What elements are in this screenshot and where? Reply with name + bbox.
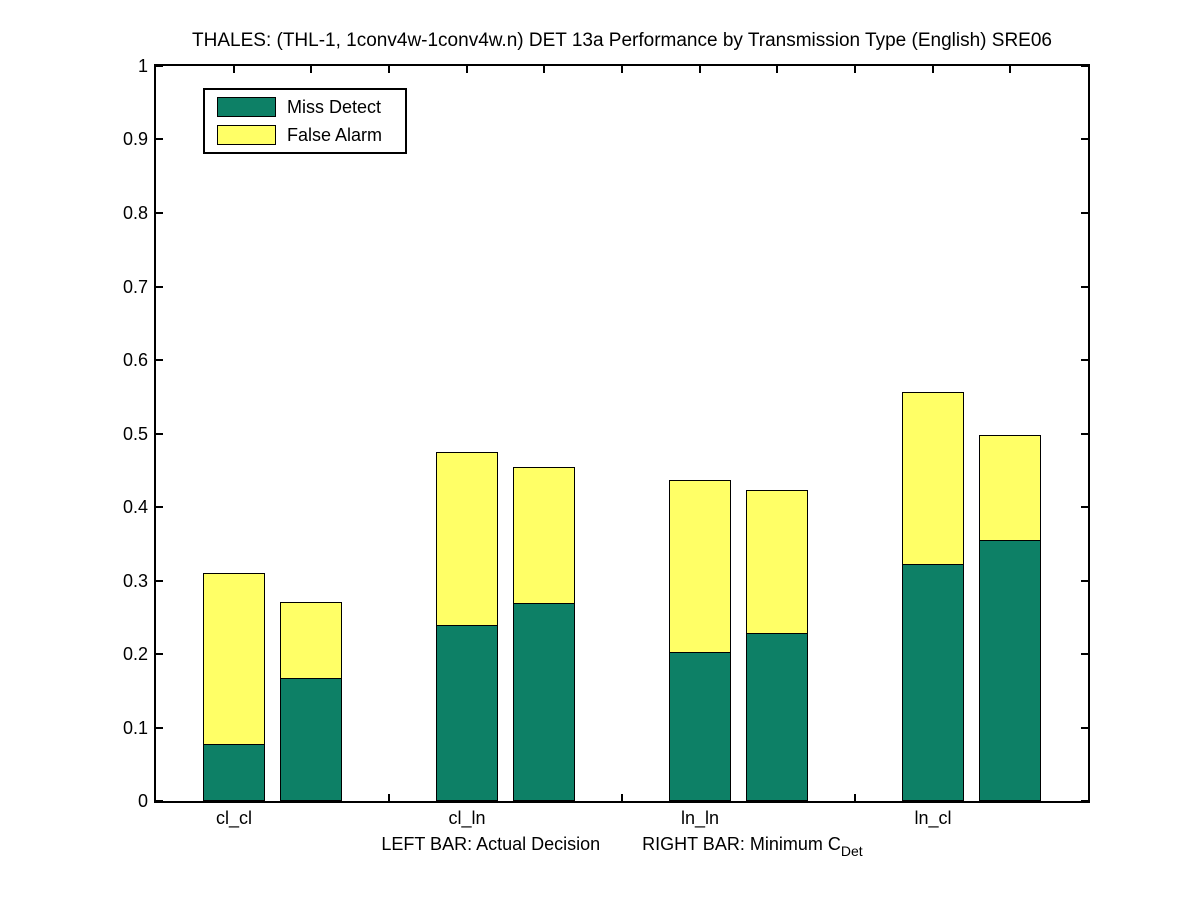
x-tick-mark-top — [543, 66, 545, 73]
y-tick-mark — [156, 800, 163, 802]
miss-detect-segment — [203, 744, 265, 801]
y-tick-mark-right — [1081, 138, 1088, 140]
false-alarm-segment — [979, 435, 1041, 540]
x-tick-mark-top — [233, 66, 235, 73]
y-tick-label: 0 — [137, 791, 148, 811]
legend-item: False Alarm — [217, 125, 405, 145]
x-category-label: cl_cl — [215, 808, 252, 828]
false-alarm-segment — [902, 392, 964, 564]
y-tick-mark — [156, 433, 163, 435]
x-tick-mark-top — [310, 66, 312, 73]
y-tick-mark-right — [1081, 727, 1088, 729]
y-tick-mark-right — [1081, 65, 1088, 67]
y-tick-mark-right — [1081, 212, 1088, 214]
x-tick-mark-top — [1009, 66, 1011, 73]
y-tick-label: 0.5 — [122, 424, 148, 444]
y-tick-label: 0.7 — [122, 277, 148, 297]
x-tick-mark-top — [699, 66, 701, 73]
legend: Miss Detect False Alarm — [203, 88, 407, 154]
x-category-label: ln_cl — [914, 808, 952, 828]
false-alarm-segment — [746, 490, 808, 633]
x-axis-label-subscript: Det — [840, 843, 863, 859]
bar-ln_ln-actual — [669, 480, 731, 801]
miss-detect-segment — [513, 603, 575, 801]
x-category-label: cl_ln — [448, 808, 486, 828]
bar-ln_cl-actual — [902, 392, 964, 801]
bar-cl_ln-actual — [436, 452, 498, 801]
miss-detect-segment — [979, 540, 1041, 801]
miss-detect-segment — [280, 678, 342, 801]
legend-item-label: Miss Detect — [287, 97, 382, 117]
x-tick-mark-bottom — [388, 794, 390, 801]
miss-detect-segment — [746, 633, 808, 801]
bar-cl_cl-minimum — [280, 602, 342, 801]
y-tick-mark-right — [1081, 653, 1088, 655]
x-axis-label-right: RIGHT BAR: Minimum C — [642, 834, 841, 854]
y-tick-mark-right — [1081, 359, 1088, 361]
y-tick-label: 0.6 — [122, 350, 148, 370]
x-category-label: ln_ln — [680, 808, 720, 828]
false-alarm-segment — [436, 452, 498, 625]
bar-cl_cl-actual — [203, 573, 265, 801]
legend-item: Miss Detect — [217, 97, 405, 117]
y-tick-mark-right — [1081, 286, 1088, 288]
miss-detect-segment — [669, 652, 731, 801]
y-tick-label: 1 — [137, 56, 148, 76]
y-tick-mark — [156, 359, 163, 361]
bar-ln_ln-minimum — [746, 490, 808, 801]
y-tick-label: 0.1 — [122, 718, 148, 738]
false-alarm-segment — [513, 467, 575, 603]
x-tick-mark-top — [388, 66, 390, 73]
x-tick-mark-bottom — [621, 794, 623, 801]
x-tick-mark-top — [621, 66, 623, 73]
y-tick-mark-right — [1081, 580, 1088, 582]
y-tick-label: 0.9 — [122, 129, 148, 149]
chart-title: THALES: (THL-1, 1conv4w-1conv4w.n) DET 1… — [192, 30, 1052, 51]
false-alarm-segment — [203, 573, 265, 744]
y-tick-label: 0.4 — [122, 497, 148, 517]
y-tick-mark — [156, 286, 163, 288]
x-tick-mark-top — [854, 66, 856, 73]
y-tick-mark — [156, 212, 163, 214]
false-alarm-segment — [669, 480, 731, 652]
y-tick-mark — [156, 506, 163, 508]
y-tick-label: 0.3 — [122, 571, 148, 591]
legend-swatch-miss-detect — [217, 97, 276, 117]
x-tick-mark-top — [776, 66, 778, 73]
y-tick-mark — [156, 727, 163, 729]
x-tick-mark-bottom — [854, 794, 856, 801]
plot-area — [154, 64, 1090, 803]
miss-detect-segment — [902, 564, 964, 801]
bar-ln_cl-minimum — [979, 435, 1041, 801]
y-tick-mark — [156, 65, 163, 67]
x-axis-label: LEFT BAR: Actual Decision RIGHT BAR: Mini… — [154, 834, 1090, 860]
y-tick-mark — [156, 138, 163, 140]
x-axis-label-left: LEFT BAR: Actual Decision — [381, 834, 601, 854]
y-tick-mark — [156, 653, 163, 655]
y-tick-label: 0.8 — [122, 203, 148, 223]
y-tick-mark-right — [1081, 800, 1088, 802]
legend-item-label: False Alarm — [287, 125, 383, 145]
x-tick-mark-top — [466, 66, 468, 73]
y-tick-mark — [156, 580, 163, 582]
bar-cl_ln-minimum — [513, 467, 575, 801]
legend-swatch-false-alarm — [217, 125, 276, 145]
y-tick-mark-right — [1081, 433, 1088, 435]
miss-detect-segment — [436, 625, 498, 801]
x-tick-mark-top — [932, 66, 934, 73]
false-alarm-segment — [280, 602, 342, 678]
y-tick-mark-right — [1081, 506, 1088, 508]
y-tick-label: 0.2 — [122, 644, 148, 664]
